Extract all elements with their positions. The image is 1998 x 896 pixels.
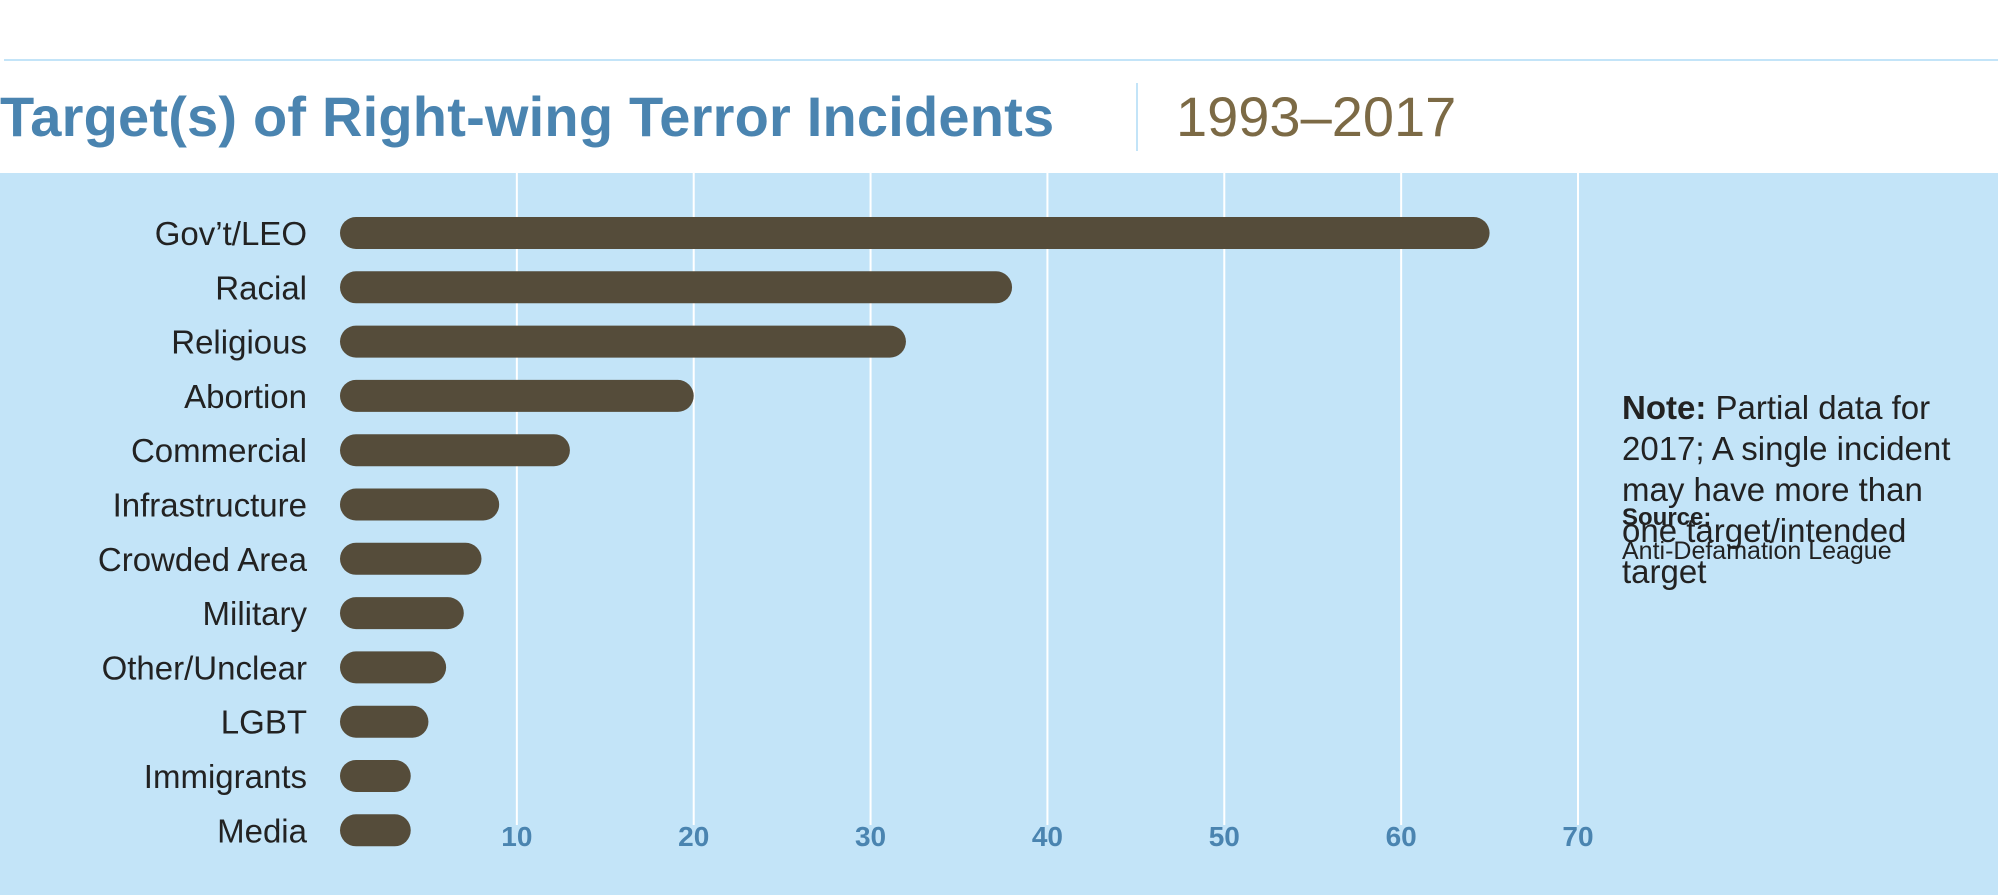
category-label: Immigrants: [144, 758, 307, 795]
top-divider-line: [4, 59, 1998, 61]
bar: [340, 651, 447, 684]
bar: [340, 597, 464, 630]
bar: [340, 325, 906, 358]
bar: [340, 760, 411, 792]
chart-panel: 10 20 30 40 50 60 70 Gov’t/LEO Racial Religious Ab…: [0, 173, 1998, 895]
x-tick-label: 50: [1209, 821, 1240, 852]
x-tick-label: 40: [1032, 821, 1063, 852]
x-tick-label: 60: [1386, 821, 1417, 852]
category-label: Military: [203, 595, 308, 632]
x-tick-label: 10: [501, 821, 532, 852]
category-label: Crowded Area: [98, 541, 308, 578]
category-label: Religious: [171, 324, 307, 361]
bar-chart: 10 20 30 40 50 60 70 Gov’t/LEO Racial Religious Ab…: [98, 173, 1594, 852]
category-label: Media: [217, 812, 308, 849]
chart-subtitle: 1993–2017: [1176, 85, 1457, 148]
note-text: Partial data for 2017; A single incident…: [1622, 389, 1951, 590]
category-label: Commercial: [131, 432, 307, 469]
bar: [340, 379, 694, 412]
category-label: Other/Unclear: [102, 649, 307, 686]
bar: [340, 434, 570, 467]
x-tick-label: 70: [1562, 821, 1593, 852]
x-tick-label: 20: [678, 821, 709, 852]
bar: [340, 705, 429, 738]
bar: [340, 271, 1013, 304]
chart-title: Target(s) of Right-wing Terror Incidents: [0, 85, 1055, 148]
chart-note: Note: Partial data for 2017; A single in…: [1622, 387, 1982, 592]
bar: [340, 542, 482, 575]
category-label: Infrastructure: [113, 487, 307, 524]
category-label: Gov’t/LEO: [155, 215, 307, 252]
category-label: Racial: [215, 269, 307, 306]
bar: [340, 217, 1490, 249]
bar: [340, 488, 500, 521]
title-divider: [1136, 83, 1138, 151]
category-label: Abortion: [184, 378, 307, 415]
source-text: Anti-Defamation League: [1622, 537, 1892, 565]
bar: [340, 814, 411, 847]
x-tick-label: 30: [855, 821, 886, 852]
category-label: LGBT: [221, 704, 307, 741]
note-label: Note:: [1622, 389, 1707, 426]
source-label: Source:: [1622, 504, 1712, 531]
